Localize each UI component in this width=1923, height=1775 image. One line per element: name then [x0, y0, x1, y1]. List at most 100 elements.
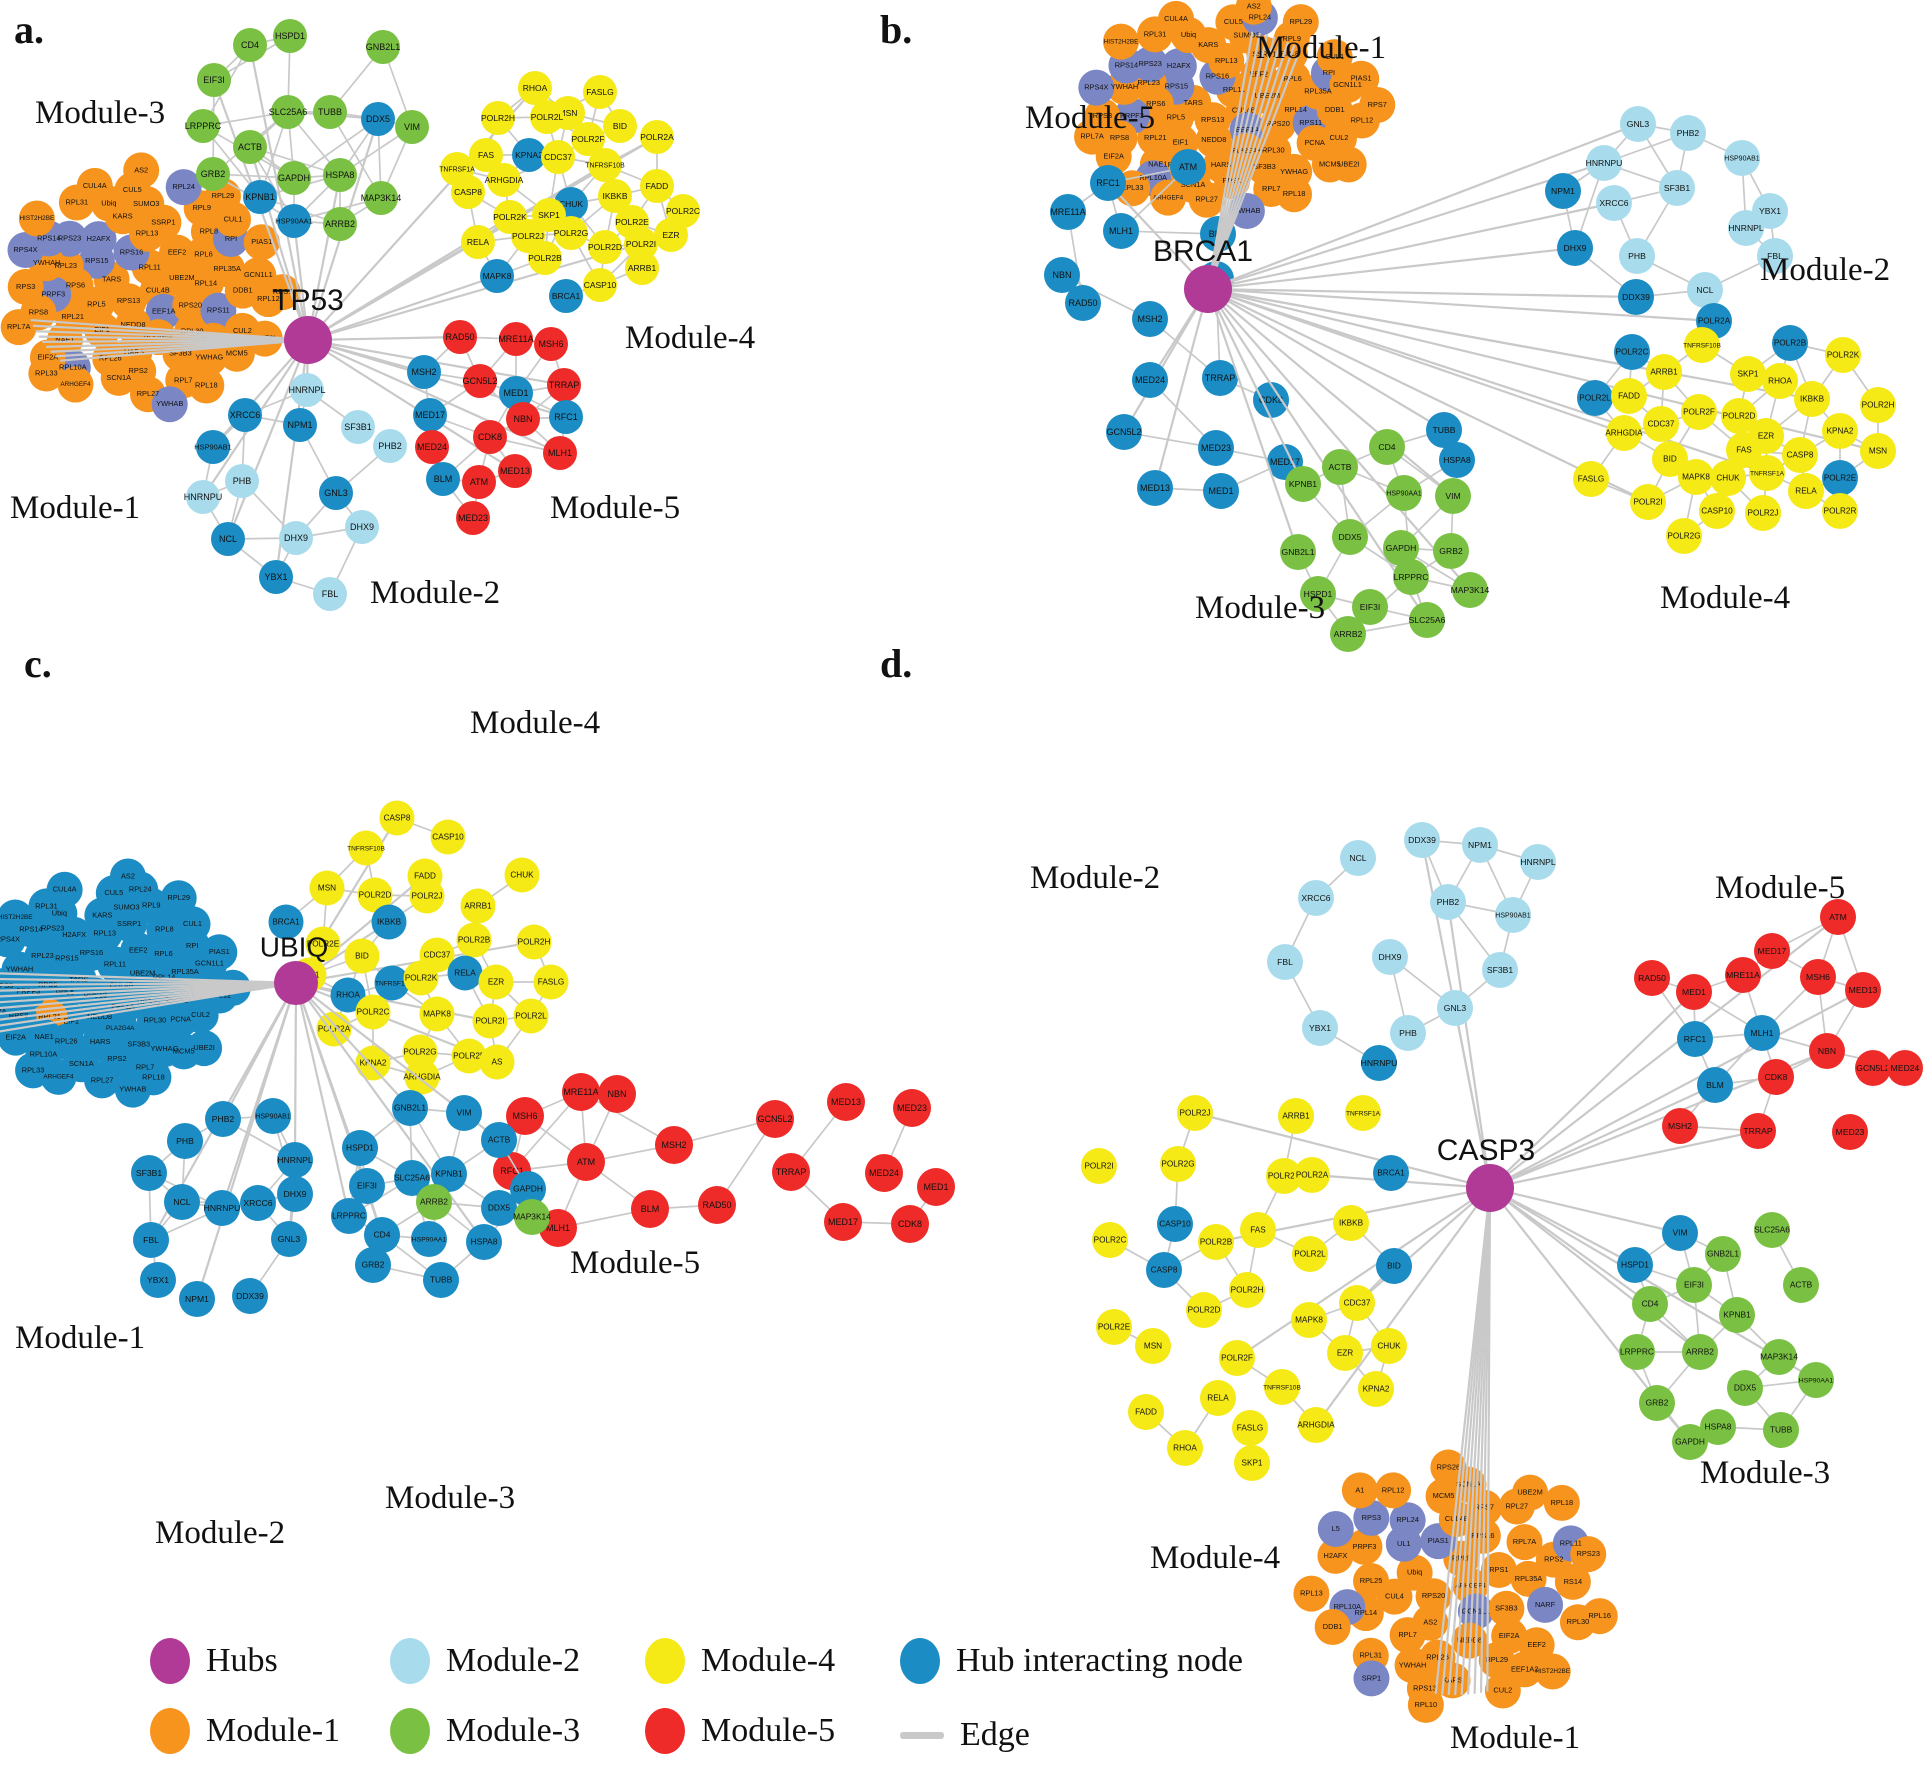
- node-PRPF3[interactable]: [1346, 1528, 1383, 1565]
- node-FADD[interactable]: [407, 858, 443, 894]
- node-UBE2M[interactable]: [1249, 78, 1286, 115]
- node-EIF2A[interactable]: [29, 339, 66, 376]
- node-NBN[interactable]: [1809, 1033, 1845, 1069]
- node-MED23[interactable]: [456, 501, 490, 535]
- node-YWHAH[interactable]: [28, 245, 65, 282]
- node-GNL3[interactable]: [1620, 106, 1656, 142]
- node-KPNA2[interactable]: [1822, 413, 1858, 449]
- node-MSH2[interactable]: [407, 355, 441, 389]
- node-MRE11A[interactable]: [562, 1073, 600, 1111]
- node-NARF[interactable]: [1527, 1586, 1564, 1623]
- node-RPL12[interactable]: [250, 281, 287, 318]
- node-CASP10[interactable]: [583, 268, 617, 302]
- node-POLR2H[interactable]: [1229, 1272, 1265, 1308]
- node-POLR2B[interactable]: [528, 241, 562, 275]
- node-GNL3[interactable]: [271, 1221, 307, 1257]
- node-DHX9b[interactable]: [345, 510, 379, 544]
- node-RPL23[interactable]: [24, 938, 61, 975]
- node-MSH6[interactable]: [1800, 959, 1836, 995]
- node-POLR2C[interactable]: [1614, 334, 1650, 370]
- node-RPS15[interactable]: [48, 940, 85, 977]
- node-PHB[interactable]: [1619, 238, 1655, 274]
- node-RPS15[interactable]: [78, 242, 115, 279]
- node-VIM[interactable]: [1662, 1215, 1698, 1251]
- node-ARHGEF4[interactable]: [40, 1058, 77, 1095]
- node-RELA[interactable]: [1200, 1380, 1236, 1416]
- node-BRCA1[interactable]: [1373, 1155, 1409, 1191]
- node-RPL31[interactable]: [28, 888, 65, 925]
- node-NEDD8[interactable]: [115, 307, 152, 344]
- node-RPL30[interactable]: [136, 1002, 173, 1039]
- node-BID[interactable]: [344, 938, 380, 974]
- node-CASP8[interactable]: [379, 800, 415, 836]
- node-EZR[interactable]: [1748, 418, 1784, 454]
- node-ARRB1[interactable]: [1646, 354, 1682, 390]
- node-RPS26[interactable]: [1430, 1449, 1467, 1486]
- node-RPL13[interactable]: [1208, 42, 1245, 79]
- node-RPS6[interactable]: [29, 967, 66, 1004]
- node-MAPK8[interactable]: [419, 996, 455, 1032]
- node-XRCC6[interactable]: [1596, 185, 1632, 221]
- node-RPL27[interactable]: [84, 1062, 121, 1099]
- node-POLR2D[interactable]: [1186, 1292, 1222, 1328]
- node-RHOA[interactable]: [1167, 1430, 1203, 1466]
- node-POLR2J[interactable]: [1745, 495, 1781, 531]
- node-HSP90AB1[interactable]: [255, 1098, 291, 1134]
- node-HSPA8[interactable]: [1700, 1409, 1736, 1445]
- node-NPM1[interactable]: [283, 408, 317, 442]
- node-RPL6[interactable]: [145, 936, 182, 973]
- node-POLR2F[interactable]: [571, 122, 605, 156]
- node-RPS20[interactable]: [130, 984, 167, 1021]
- node-POLR2L[interactable]: [1577, 380, 1613, 416]
- node-RPL9[interactable]: [1443, 1540, 1480, 1577]
- node-NBN[interactable]: [598, 1075, 636, 1113]
- node-ARHGDIA[interactable]: [1298, 1407, 1334, 1443]
- node-FADD[interactable]: [1611, 378, 1647, 414]
- node-ARHGDIA[interactable]: [487, 163, 521, 197]
- node-PHB2[interactable]: [1670, 115, 1706, 151]
- node-DDX39[interactable]: [1404, 822, 1440, 858]
- node-FAS[interactable]: [469, 138, 503, 172]
- node-GCN1L1[interactable]: [1329, 66, 1366, 103]
- node-KARS[interactable]: [1434, 1662, 1471, 1699]
- node-MED23[interactable]: [1832, 1114, 1868, 1150]
- node-RPS13[interactable]: [110, 283, 147, 320]
- node-MED23[interactable]: [893, 1089, 931, 1127]
- node-POLR2H[interactable]: [516, 924, 552, 960]
- node-BID[interactable]: [1376, 1248, 1412, 1284]
- node-RPL5[interactable]: [47, 975, 84, 1012]
- node-NAE1[interactable]: [26, 1018, 63, 1055]
- node-DHX9[interactable]: [279, 521, 313, 555]
- node-FAS[interactable]: [1726, 432, 1762, 468]
- node-GRB2[interactable]: [355, 1247, 391, 1283]
- node-EZR[interactable]: [654, 218, 688, 252]
- node-RPL31[interactable]: [1137, 16, 1174, 53]
- node-RPS2[interactable]: [98, 1041, 135, 1078]
- node-TNFRSF1A[interactable]: [1749, 455, 1785, 491]
- node-GNL3[interactable]: [1437, 990, 1473, 1026]
- node-EIF2A[interactable]: [1095, 138, 1132, 175]
- node-RPL11[interactable]: [1552, 1525, 1589, 1562]
- node-PCNA[interactable]: [162, 1001, 199, 1038]
- node-POLR2B[interactable]: [456, 922, 492, 958]
- node-POLR2C[interactable]: [1092, 1222, 1128, 1258]
- node-RPL6[interactable]: [185, 236, 222, 273]
- node-ARRB1[interactable]: [460, 888, 496, 924]
- node-RPS4X[interactable]: [7, 232, 44, 269]
- node-RPS13[interactable]: [1194, 102, 1231, 139]
- node-TRRAP[interactable]: [1202, 360, 1238, 396]
- node-PCNA[interactable]: [1296, 124, 1333, 161]
- node-RPL29[interactable]: [160, 880, 197, 917]
- node-POLR2J[interactable]: [511, 219, 545, 253]
- node-POLR2B[interactable]: [1198, 1224, 1234, 1260]
- node-POLR2F[interactable]: [1219, 1340, 1255, 1376]
- node-RPL16[interactable]: [1581, 1598, 1618, 1635]
- node-MAP3K14[interactable]: [514, 1199, 550, 1235]
- node-SKP1[interactable]: [532, 198, 566, 232]
- node-RELA[interactable]: [1788, 473, 1824, 509]
- node-RAD50[interactable]: [698, 1186, 736, 1224]
- node-GAPDH[interactable]: [277, 161, 311, 195]
- node-RPL14[interactable]: [1277, 92, 1314, 129]
- node-H2AFX[interactable]: [80, 221, 117, 258]
- node-ATM[interactable]: [462, 465, 496, 499]
